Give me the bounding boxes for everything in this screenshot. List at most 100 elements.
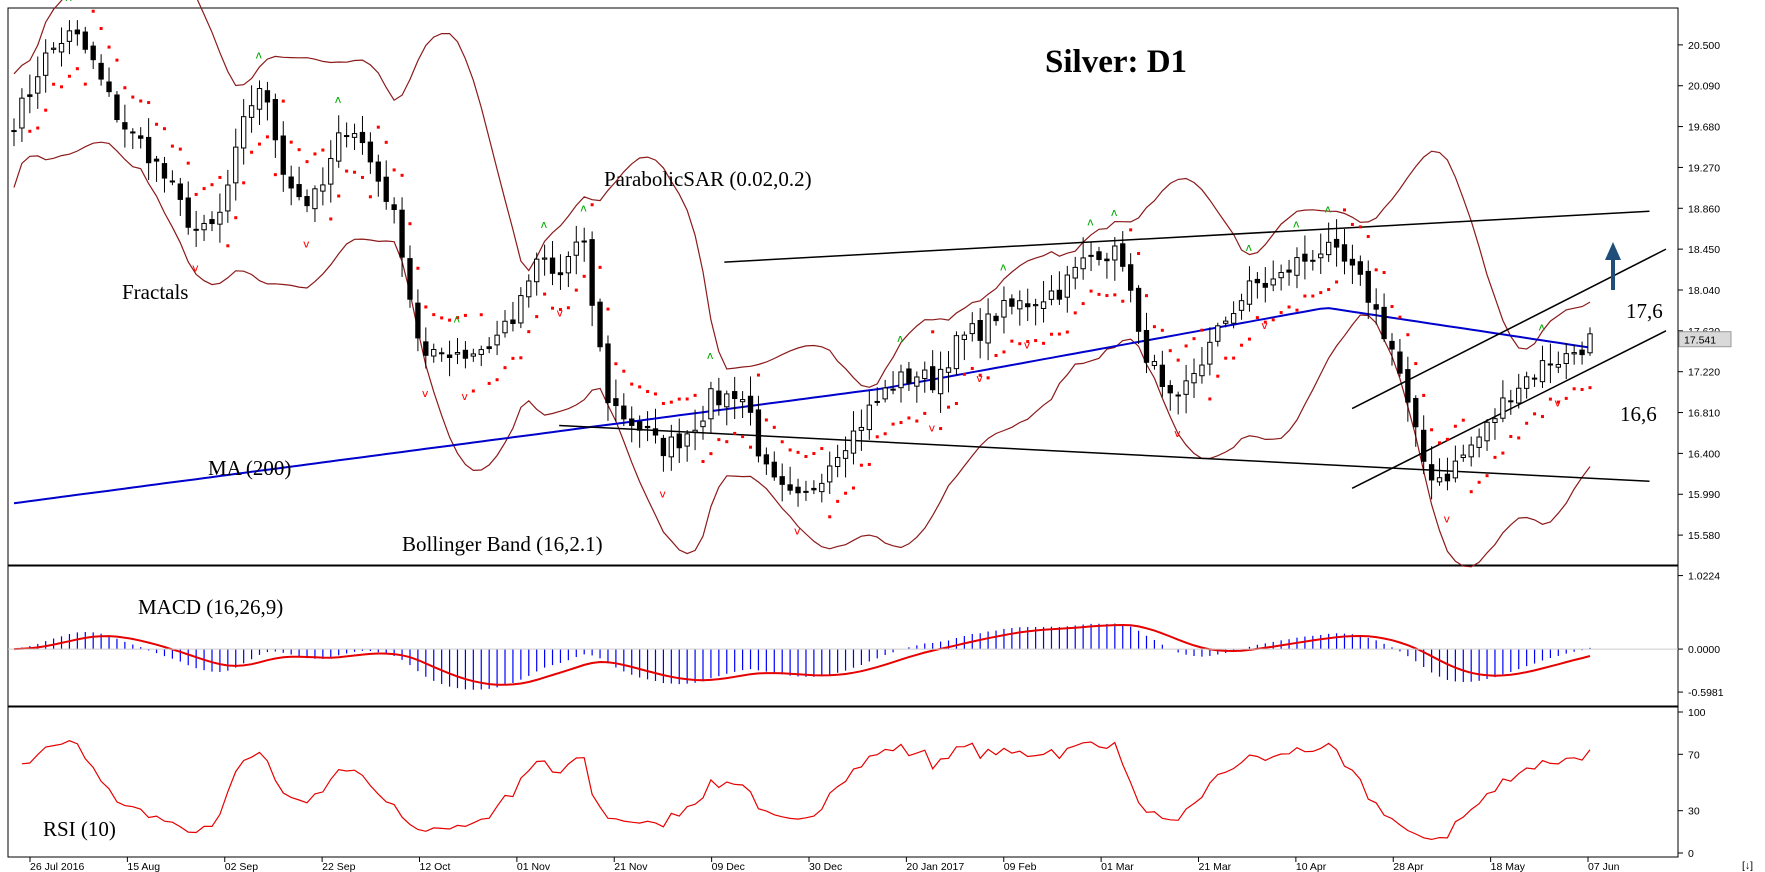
candle xyxy=(423,327,429,369)
candle xyxy=(684,430,690,462)
price-tick-label: 16.810 xyxy=(1688,408,1720,420)
price-tick-label: 18.860 xyxy=(1688,203,1720,215)
trend-line xyxy=(1351,330,1667,489)
fractal-down-icon: v xyxy=(303,237,310,250)
rsi-tick-label: 30 xyxy=(1688,806,1700,818)
scroll-end-icon[interactable]: [↓] xyxy=(1742,860,1753,872)
candle xyxy=(779,463,785,502)
up-arrow-icon xyxy=(1605,242,1621,290)
psar-dot xyxy=(1247,337,1251,341)
candle xyxy=(145,118,152,180)
candle xyxy=(1436,458,1443,486)
candle xyxy=(82,26,88,54)
candle xyxy=(1428,446,1435,500)
fractal-down-icon: v xyxy=(794,525,801,538)
candle xyxy=(1207,327,1213,376)
candle xyxy=(1064,265,1070,313)
candle xyxy=(1009,294,1015,315)
psar-dot xyxy=(1469,490,1473,494)
psar-dot xyxy=(1525,421,1529,425)
candle xyxy=(1341,228,1348,275)
psar-dot xyxy=(1216,374,1220,378)
fractal-up-icon: ʌ xyxy=(707,349,714,362)
candle xyxy=(644,411,651,442)
psar-dot xyxy=(1319,291,1323,295)
psar-dot xyxy=(400,173,404,177)
psar-dot xyxy=(186,161,190,165)
psar-dot xyxy=(463,313,467,317)
candle xyxy=(1500,380,1506,423)
candle xyxy=(882,379,888,403)
candle xyxy=(27,74,33,114)
candle xyxy=(795,478,801,507)
price-tick-label: 17.220 xyxy=(1688,367,1720,379)
candle xyxy=(486,337,492,354)
psar-dot xyxy=(859,463,863,467)
candle xyxy=(787,466,793,495)
candle xyxy=(1349,244,1356,285)
fractals-label: Fractals xyxy=(122,280,188,304)
fractal-up-icon: ʌ xyxy=(335,93,342,106)
psar-dot xyxy=(574,288,578,292)
candle xyxy=(1246,266,1253,312)
psar-dot xyxy=(1160,328,1164,332)
psar-dot xyxy=(75,67,79,71)
time-tick-label: 07 Jun xyxy=(1588,861,1620,872)
fractal-up-icon: ʌ xyxy=(65,0,72,4)
psar-dot xyxy=(614,362,618,366)
candle xyxy=(1476,428,1482,458)
candle xyxy=(953,331,960,375)
candle xyxy=(256,80,263,125)
candle xyxy=(565,251,572,288)
fractal-markers: ʌ v ʌ v ʌ v ʌ v ʌ v ʌ v ʌ v ʌ v v ʌ v ʌ ʌ v ʌ v ʌ ʌ v ʌ v xyxy=(65,0,1561,538)
fractal-down-icon: v xyxy=(1024,339,1031,352)
candle xyxy=(383,160,389,210)
candle xyxy=(153,155,160,182)
candle xyxy=(1484,419,1490,451)
candle xyxy=(811,480,817,495)
psar-dot xyxy=(170,144,174,148)
psar-dot xyxy=(590,203,594,207)
candle xyxy=(320,167,326,206)
ma-label: MA (200) xyxy=(208,456,291,480)
psar-dot xyxy=(83,82,87,86)
psar-dot xyxy=(1398,315,1402,319)
candle xyxy=(1048,275,1055,306)
candle xyxy=(343,122,350,148)
psar-dot xyxy=(630,382,634,386)
candle xyxy=(431,343,437,363)
candle xyxy=(755,395,762,463)
candle xyxy=(763,447,770,475)
time-tick-label: 26 Jul 2016 xyxy=(30,861,84,872)
time-axis: 26 Jul 2016 15 Aug 02 Sep 22 Sep 12 Oct 01 No… xyxy=(29,857,1620,872)
psar-dot xyxy=(289,140,293,144)
psar-dot xyxy=(210,183,214,187)
time-tick-label: 09 Dec xyxy=(712,861,745,872)
psar-dot xyxy=(1406,333,1410,337)
candle xyxy=(43,39,49,93)
fractal-down-icon: v xyxy=(461,390,468,403)
psar-dot xyxy=(139,99,143,103)
price-candles xyxy=(11,20,1593,507)
candle xyxy=(1120,231,1126,272)
candle xyxy=(1325,222,1332,262)
psar-dot xyxy=(297,148,301,152)
candle xyxy=(1310,249,1316,271)
candle xyxy=(676,418,682,463)
candle xyxy=(185,181,191,235)
psar-dot xyxy=(693,393,697,397)
bollinger-label: Bollinger Band (16,2.1) xyxy=(402,532,603,556)
candle xyxy=(1072,256,1078,290)
candle xyxy=(629,406,635,443)
psar-dot xyxy=(1438,441,1442,445)
candle xyxy=(534,252,540,296)
psar-dot xyxy=(1176,358,1180,362)
candle xyxy=(304,189,310,213)
candle xyxy=(11,118,17,147)
psar-dot xyxy=(1588,386,1592,390)
psar-dot xyxy=(598,265,602,269)
candle xyxy=(328,140,334,203)
candle xyxy=(692,409,698,451)
candle xyxy=(1001,286,1007,334)
candle xyxy=(1302,235,1308,280)
